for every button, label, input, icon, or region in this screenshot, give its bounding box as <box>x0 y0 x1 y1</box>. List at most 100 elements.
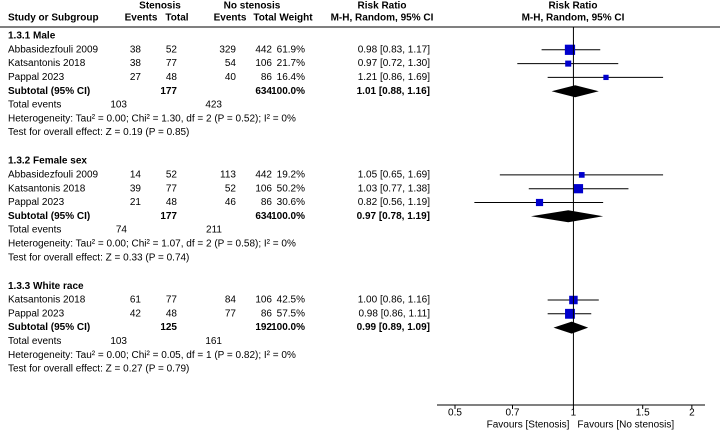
subgroup-heading: 1.3.2 Female sex <box>8 156 87 167</box>
subtotal-label: Subtotal (95% CI) <box>8 211 90 222</box>
subgroup-heading: 1.3.3 White race <box>8 281 84 292</box>
x-tick-label: 0.7 <box>506 408 520 419</box>
total: 77 <box>166 183 178 194</box>
total: 125 <box>160 322 177 333</box>
ci-label: 0.99 [0.89, 1.09] <box>357 322 430 333</box>
study-name: Pappal 2023 <box>8 308 65 319</box>
total: 48 <box>166 72 178 83</box>
weight: 100.0% <box>271 86 305 97</box>
ci-label: 0.98 [0.83, 1.17] <box>358 44 431 55</box>
events: 103 <box>110 336 127 347</box>
events: 211 <box>206 225 222 236</box>
total-events-label: Total events <box>8 336 61 347</box>
ci-label: 0.98 [0.86, 1.11] <box>358 308 430 319</box>
events: 52 <box>225 183 237 194</box>
heterogeneity: Heterogeneity: Tau² = 0.00; Chi² = 0.05,… <box>8 350 296 361</box>
weight: 61.9% <box>277 44 305 55</box>
heterogeneity: Heterogeneity: Tau² = 0.00; Chi² = 1.30,… <box>8 113 296 124</box>
total: 77 <box>166 295 178 306</box>
subtotal-label: Subtotal (95% CI) <box>8 86 90 97</box>
study-name: Pappal 2023 <box>8 72 65 83</box>
study-name: Abbasidezfouli 2009 <box>8 44 99 55</box>
overall-effect: Test for overall effect: Z = 0.27 (P = 0… <box>8 364 189 375</box>
events: 46 <box>225 197 237 208</box>
total: 177 <box>160 86 177 97</box>
events: 39 <box>130 183 142 194</box>
effect-square <box>564 44 576 55</box>
header: M-H, Random, 95% CI <box>331 13 434 24</box>
total: 634 <box>255 86 272 97</box>
weight: 42.5% <box>277 295 305 306</box>
summary-diamond <box>530 210 604 223</box>
ci-label: 0.97 [0.78, 1.19] <box>357 211 430 222</box>
effect-square <box>573 184 584 194</box>
events: 42 <box>130 308 142 319</box>
events: 21 <box>130 197 142 208</box>
effect-square <box>535 198 544 207</box>
total: 106 <box>255 295 272 306</box>
header: Stenosis <box>139 1 181 12</box>
total: 442 <box>255 170 272 181</box>
total: 86 <box>261 308 273 319</box>
weight: 21.7% <box>277 58 305 69</box>
effect-square <box>565 60 572 67</box>
overall-effect: Test for overall effect: Z = 0.19 (P = 0… <box>8 127 189 138</box>
total: 106 <box>255 183 272 194</box>
events: 14 <box>130 170 142 181</box>
summary-diamond <box>551 85 599 98</box>
effect-square <box>603 74 609 81</box>
events: 61 <box>130 295 142 306</box>
events: 54 <box>225 58 237 69</box>
total: 86 <box>261 72 273 83</box>
header: Weight <box>279 13 313 24</box>
events: 423 <box>205 100 222 111</box>
effect-square <box>565 308 575 319</box>
weight: 50.2% <box>277 183 305 194</box>
header: M-H, Random, 95% CI <box>522 13 625 24</box>
events: 77 <box>225 308 237 319</box>
header: Events <box>214 13 247 24</box>
events: 27 <box>130 72 142 83</box>
overall-effect: Test for overall effect: Z = 0.33 (P = 0… <box>8 252 189 263</box>
weight: 100.0% <box>271 211 305 222</box>
ci-label: 1.01 [0.88, 1.16] <box>357 86 430 97</box>
header: No stenosis <box>224 1 281 12</box>
total: 442 <box>255 44 272 55</box>
ci-label: 1.21 [0.86, 1.69] <box>358 72 431 83</box>
weight: 16.4% <box>277 72 305 83</box>
total: 52 <box>166 170 178 181</box>
x-tick-label: 1 <box>571 408 577 419</box>
effect-square <box>578 172 585 178</box>
study-name: Katsantonis 2018 <box>8 58 86 69</box>
ci-label: 1.00 [0.86, 1.16] <box>358 295 431 306</box>
total-events-label: Total events <box>8 100 61 111</box>
total: 48 <box>166 197 178 208</box>
weight: 30.6% <box>277 197 305 208</box>
ci-label: 1.03 [0.77, 1.38] <box>358 183 431 194</box>
events: 84 <box>225 295 237 306</box>
header: Events <box>125 13 158 24</box>
events: 38 <box>130 44 142 55</box>
ci-label: 1.05 [0.65, 1.69] <box>358 170 431 181</box>
total: 52 <box>166 44 178 55</box>
summary-diamond <box>553 321 589 334</box>
header: Total <box>253 13 276 24</box>
events: 40 <box>225 72 237 83</box>
weight: 57.5% <box>277 308 305 319</box>
study-name: Katsantonis 2018 <box>8 183 86 194</box>
events: 74 <box>116 225 128 236</box>
total: 48 <box>166 308 178 319</box>
events: 161 <box>205 336 222 347</box>
total: 106 <box>255 58 272 69</box>
study-name: Abbasidezfouli 2009 <box>8 170 99 181</box>
x-tick-label: 2 <box>689 408 695 419</box>
total-events-label: Total events <box>8 225 61 236</box>
total: 634 <box>255 211 272 222</box>
events: 38 <box>130 58 142 69</box>
ci-label: 0.82 [0.56, 1.19] <box>358 197 431 208</box>
events: 103 <box>110 100 127 111</box>
favours-left: Favours [Stenosis] <box>487 420 570 431</box>
x-tick-label: 1.5 <box>636 408 650 419</box>
subtotal-label: Subtotal (95% CI) <box>8 322 90 333</box>
x-tick-label: 0.5 <box>448 408 462 419</box>
